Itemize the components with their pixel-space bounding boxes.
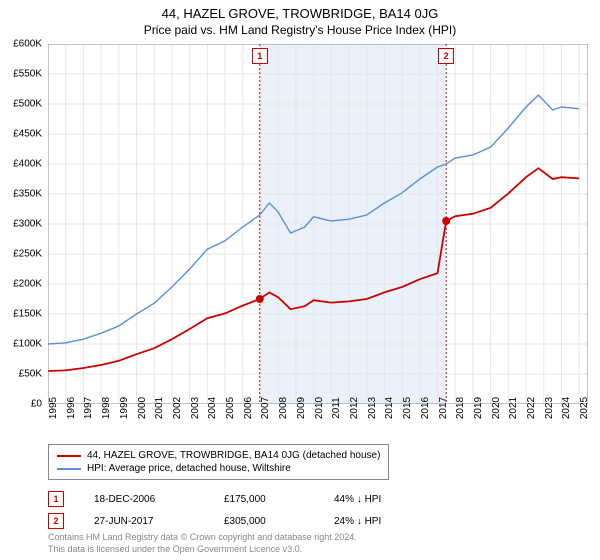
- x-tick-label: 2002: [172, 397, 183, 419]
- x-tick-label: 2019: [473, 397, 484, 419]
- x-tick-label: 2018: [455, 397, 466, 419]
- y-tick-label: £550K: [2, 69, 42, 80]
- legend-label-hpi: HPI: Average price, detached house, Wilt…: [87, 463, 291, 474]
- y-tick-label: £400K: [2, 159, 42, 170]
- x-tick-label: 2000: [137, 397, 148, 419]
- x-tick-label: 2012: [349, 397, 360, 419]
- sale-pct: 44% ↓ HPI: [334, 494, 414, 505]
- x-tick-label: 1997: [83, 397, 94, 419]
- x-tick-label: 2023: [544, 397, 555, 419]
- y-tick-label: £300K: [2, 219, 42, 230]
- y-tick-label: £350K: [2, 189, 42, 200]
- x-tick-label: 1998: [101, 397, 112, 419]
- y-tick-label: £250K: [2, 249, 42, 260]
- y-tick-label: £50K: [2, 369, 42, 380]
- sale-row: 1 18-DEC-2006 £175,000 44% ↓ HPI: [48, 488, 414, 510]
- x-tick-label: 2007: [260, 397, 271, 419]
- sale-marker-box: 1: [48, 491, 64, 507]
- x-tick-label: 2020: [491, 397, 502, 419]
- x-tick-label: 1995: [48, 397, 59, 419]
- footer-attribution: Contains HM Land Registry data © Crown c…: [48, 532, 357, 555]
- x-tick-label: 2024: [561, 397, 572, 419]
- x-tick-label: 1996: [66, 397, 77, 419]
- x-tick-label: 2010: [314, 397, 325, 419]
- vline-marker: 1: [252, 48, 268, 64]
- sales-table: 1 18-DEC-2006 £175,000 44% ↓ HPI 2 27-JUN-201…: [48, 488, 414, 532]
- x-tick-label: 2025: [579, 397, 590, 419]
- legend-row-hpi: HPI: Average price, detached house, Wilt…: [57, 462, 380, 475]
- x-tick-label: 2005: [225, 397, 236, 419]
- legend-row-property: 44, HAZEL GROVE, TROWBRIDGE, BA14 0JG (d…: [57, 449, 380, 462]
- x-tick-label: 2022: [526, 397, 537, 419]
- x-tick-label: 2004: [207, 397, 218, 419]
- chart-subtitle: Price paid vs. HM Land Registry's House …: [0, 21, 600, 37]
- y-tick-label: £600K: [2, 39, 42, 50]
- x-tick-label: 2013: [367, 397, 378, 419]
- x-tick-label: 2017: [438, 397, 449, 419]
- x-tick-label: 1999: [119, 397, 130, 419]
- x-tick-label: 2003: [190, 397, 201, 419]
- legend-label-property: 44, HAZEL GROVE, TROWBRIDGE, BA14 0JG (d…: [87, 450, 380, 461]
- sale-price: £305,000: [224, 516, 304, 527]
- y-tick-label: £450K: [2, 129, 42, 140]
- legend-swatch-property: [57, 455, 81, 457]
- sale-row: 2 27-JUN-2017 £305,000 24% ↓ HPI: [48, 510, 414, 532]
- y-tick-label: £100K: [2, 339, 42, 350]
- y-tick-label: £500K: [2, 99, 42, 110]
- sale-pct: 24% ↓ HPI: [334, 516, 414, 527]
- y-tick-label: £150K: [2, 309, 42, 320]
- legend-swatch-hpi: [57, 468, 81, 470]
- vline-marker: 2: [438, 48, 454, 64]
- x-tick-label: 2008: [278, 397, 289, 419]
- y-tick-label: £200K: [2, 279, 42, 290]
- chart-svg: [48, 44, 588, 404]
- x-tick-label: 2015: [402, 397, 413, 419]
- x-tick-label: 2009: [296, 397, 307, 419]
- chart-container: 44, HAZEL GROVE, TROWBRIDGE, BA14 0JG Pr…: [0, 0, 600, 560]
- x-tick-label: 2011: [331, 397, 342, 419]
- sale-price: £175,000: [224, 494, 304, 505]
- footer-line1: Contains HM Land Registry data © Crown c…: [48, 532, 357, 544]
- y-tick-label: £0: [2, 399, 42, 410]
- x-tick-label: 2001: [154, 397, 165, 419]
- x-tick-label: 2021: [508, 397, 519, 419]
- sale-date: 27-JUN-2017: [94, 516, 194, 527]
- footer-line2: This data is licensed under the Open Gov…: [48, 544, 357, 556]
- chart-title: 44, HAZEL GROVE, TROWBRIDGE, BA14 0JG: [0, 0, 600, 21]
- legend: 44, HAZEL GROVE, TROWBRIDGE, BA14 0JG (d…: [48, 444, 389, 480]
- sale-date: 18-DEC-2006: [94, 494, 194, 505]
- sale-marker-box: 2: [48, 513, 64, 529]
- x-tick-label: 2014: [384, 397, 395, 419]
- x-tick-label: 2016: [420, 397, 431, 419]
- chart-area: £0£50K£100K£150K£200K£250K£300K£350K£400…: [48, 44, 588, 404]
- x-tick-label: 2006: [243, 397, 254, 419]
